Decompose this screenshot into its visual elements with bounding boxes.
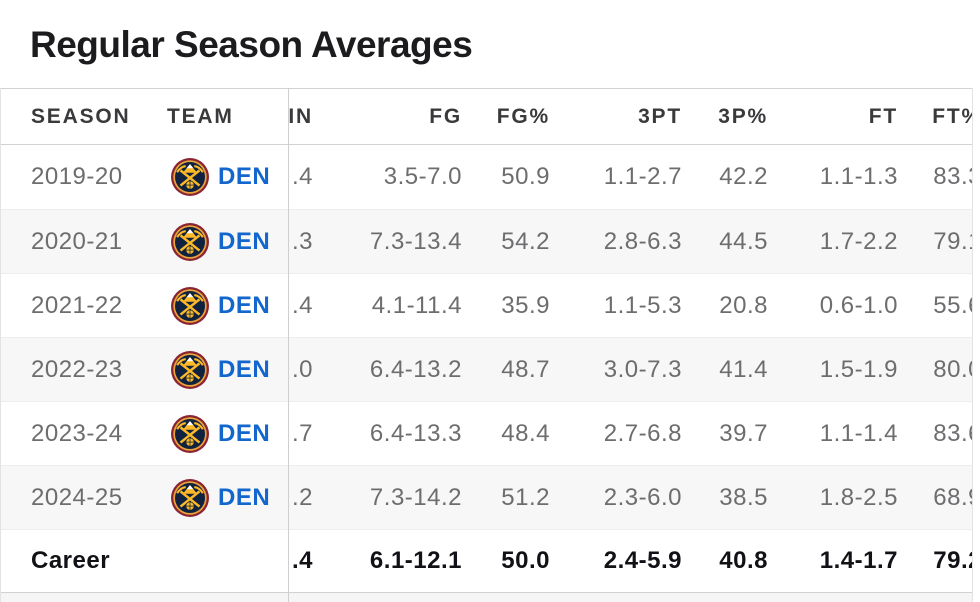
fg-cell: 6.4-13.2 xyxy=(369,355,462,383)
season-cell: 2022-23 xyxy=(31,355,123,383)
fg-cell: 6.4-13.3 xyxy=(369,419,462,447)
column-header-3p-pct: 3P% xyxy=(718,104,768,128)
fg-pct-cell: 50.9 xyxy=(501,163,550,190)
3pt-cell: 2.3-6.0 xyxy=(603,483,682,511)
column-header-team: TEAM xyxy=(167,104,234,128)
fg-pct-cell: 48.4 xyxy=(501,419,550,447)
column-header-3pt: 3PT xyxy=(638,104,682,128)
min-cell: .2 xyxy=(291,483,313,511)
table-header-row: SEASON TEAM IN FG FG% 3PT 3P% FT FT% xyxy=(1,88,973,145)
ft-pct-cell: 83.6 xyxy=(933,419,973,447)
column-header-ft: FT xyxy=(868,104,898,128)
fg-cell: 7.3-14.2 xyxy=(369,483,462,511)
3pt-cell: 3.0-7.3 xyxy=(603,355,682,383)
min-cell: .7 xyxy=(291,419,313,447)
team-link[interactable]: DEN xyxy=(171,402,270,465)
fg-cell: 4.1-11.4 xyxy=(371,291,462,319)
3p-pct-cell: 44.5 xyxy=(719,227,768,255)
season-cell: 2023-24 xyxy=(31,419,123,447)
nuggets-logo-icon xyxy=(171,222,209,261)
table-footer-strip xyxy=(1,593,973,602)
ft-pct-cell: 79.2 xyxy=(933,547,973,574)
ft-pct-cell: 83.3 xyxy=(933,163,973,190)
team-abbr: DEN xyxy=(218,291,271,319)
3p-pct-cell: 38.5 xyxy=(719,483,768,511)
column-header-fg-pct: FG% xyxy=(496,104,550,128)
season-cell: 2020-21 xyxy=(31,227,123,255)
fg-pct-cell: 54.2 xyxy=(501,227,550,255)
column-header-season: SEASON xyxy=(31,104,131,128)
nuggets-logo-icon xyxy=(171,414,209,453)
min-cell: .0 xyxy=(291,355,313,383)
team-abbr: DEN xyxy=(218,483,271,511)
3p-pct-cell: 40.8 xyxy=(719,547,768,574)
3p-pct-cell: 41.4 xyxy=(719,355,768,383)
ft-cell: 1.1-1.3 xyxy=(819,163,898,190)
team-link[interactable]: DEN xyxy=(171,466,270,529)
ft-cell: 1.4-1.7 xyxy=(819,547,898,574)
fg-pct-cell: 51.2 xyxy=(501,483,550,511)
column-header-fg: FG xyxy=(429,104,462,128)
3pt-cell: 2.7-6.8 xyxy=(603,419,682,447)
team-link[interactable]: DEN xyxy=(171,145,270,209)
sticky-column-divider xyxy=(288,88,289,602)
3pt-cell: 1.1-5.3 xyxy=(603,291,682,319)
fg-cell: 6.1-12.1 xyxy=(369,547,462,574)
season-cell: 2021-22 xyxy=(31,291,123,319)
ft-cell: 1.1-1.4 xyxy=(819,419,898,447)
table-right-border xyxy=(972,88,973,602)
table-row: 2021-22 DEN .4 4.1-11.4 35.9 1.1-5.3 20.… xyxy=(1,273,973,337)
3p-pct-cell: 20.8 xyxy=(719,291,768,319)
nuggets-logo-icon xyxy=(171,350,209,389)
fg-pct-cell: 50.0 xyxy=(501,547,550,574)
ft-pct-cell: 79.1 xyxy=(933,227,973,255)
team-link[interactable]: DEN xyxy=(171,274,270,337)
ft-pct-cell: 80.0 xyxy=(933,355,973,383)
ft-cell: 1.5-1.9 xyxy=(819,355,898,383)
min-cell: .4 xyxy=(291,291,313,319)
table-row: 2024-25 DEN .2 7.3-14.2 51.2 2.3-6.0 38.… xyxy=(1,465,973,529)
nuggets-logo-icon xyxy=(171,286,209,325)
min-cell: .4 xyxy=(291,163,313,190)
career-label: Career xyxy=(31,547,111,574)
3p-pct-cell: 42.2 xyxy=(719,163,768,190)
column-header-min-partial: IN xyxy=(288,104,313,128)
3pt-cell: 2.8-6.3 xyxy=(603,227,682,255)
ft-cell: 1.7-2.2 xyxy=(819,227,898,255)
team-link[interactable]: DEN xyxy=(171,210,270,273)
season-cell: 2024-25 xyxy=(31,483,123,511)
ft-cell: 1.8-2.5 xyxy=(819,483,898,511)
page-title: Regular Season Averages xyxy=(30,24,473,65)
nuggets-logo-icon xyxy=(171,478,209,517)
3pt-cell: 2.4-5.9 xyxy=(603,547,682,574)
header-stat-columns: IN FG FG% 3PT 3P% FT FT% xyxy=(288,89,973,144)
stats-table: SEASON TEAM IN FG FG% 3PT 3P% FT FT% 201… xyxy=(0,88,973,602)
season-cell: 2019-20 xyxy=(31,163,123,190)
team-abbr: DEN xyxy=(218,355,271,383)
table-row: 2019-20 DEN .4 3.5-7.0 50.9 1.1-2.7 42.2… xyxy=(1,145,973,209)
nuggets-logo-icon xyxy=(171,158,209,196)
table-row: 2023-24 DEN .7 6.4-13.3 48.4 2.7-6.8 39.… xyxy=(1,401,973,465)
team-link[interactable]: DEN xyxy=(171,338,270,401)
fg-cell: 3.5-7.0 xyxy=(383,163,462,190)
fg-pct-cell: 35.9 xyxy=(501,291,550,319)
team-abbr: DEN xyxy=(218,163,271,190)
table-row: 2022-23 DEN .0 6.4-13.2 48.7 3.0-7.3 41.… xyxy=(1,337,973,401)
fg-pct-cell: 48.7 xyxy=(501,355,550,383)
3p-pct-cell: 39.7 xyxy=(719,419,768,447)
min-cell: .4 xyxy=(291,547,313,574)
team-abbr: DEN xyxy=(218,419,271,447)
table-row: 2020-21 DEN .3 7.3-13.4 54.2 2.8-6.3 44.… xyxy=(1,209,973,273)
ft-pct-cell: 55.6 xyxy=(933,291,973,319)
team-abbr: DEN xyxy=(218,227,271,255)
3pt-cell: 1.1-2.7 xyxy=(603,163,682,190)
column-header-ft-pct: FT% xyxy=(932,104,973,128)
min-cell: .3 xyxy=(291,227,313,255)
fg-cell: 7.3-13.4 xyxy=(369,227,462,255)
career-row: Career .4 6.1-12.1 50.0 2.4-5.9 40.8 1.4… xyxy=(1,529,973,593)
ft-pct-cell: 68.9 xyxy=(933,483,973,511)
ft-cell: 0.6-1.0 xyxy=(819,291,898,319)
